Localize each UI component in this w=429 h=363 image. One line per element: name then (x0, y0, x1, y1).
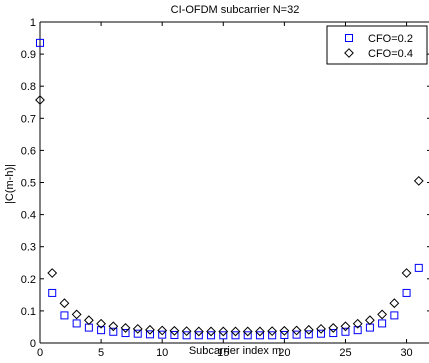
x-tick-label: 5 (98, 347, 104, 358)
data-point-square (182, 331, 191, 340)
legend-label: CFO=0.2 (368, 33, 413, 45)
y-tick-label: 0.9 (21, 49, 36, 61)
y-tick-label: 0.1 (21, 306, 36, 318)
chart-title: CI-OFDM subcarrier N=32 (171, 4, 300, 16)
data-point-square (304, 330, 313, 339)
data-point-diamond (193, 326, 204, 337)
data-point-diamond (35, 95, 45, 105)
y-tick-label: 0.5 (21, 178, 36, 190)
data-point-diamond (389, 298, 400, 309)
y-axis-label: |C(m-h)| (4, 164, 16, 204)
data-point-diamond (206, 326, 216, 337)
data-point-square (341, 327, 350, 336)
data-point-diamond (120, 323, 131, 333)
y-tick-label: 0.6 (21, 145, 36, 157)
y-tick-label: 0.8 (21, 81, 36, 93)
data-point-square (48, 288, 57, 297)
data-point-square (292, 330, 301, 339)
plot-area (40, 22, 429, 343)
data-point-square (158, 330, 167, 339)
y-tick-label: 0.2 (21, 274, 36, 286)
data-point-diamond (401, 268, 412, 278)
data-point-diamond (267, 326, 278, 337)
series-2 (35, 95, 424, 337)
x-tick-label: 20 (278, 347, 290, 358)
data-point-diamond (47, 268, 58, 278)
data-point-square (402, 288, 411, 297)
data-point-diamond (145, 324, 155, 335)
data-point-diamond (83, 315, 94, 326)
data-point-diamond (291, 325, 302, 336)
data-point-square (97, 326, 106, 335)
legend: CFO=0.2 CFO=0.4 (326, 25, 428, 65)
data-point-diamond (352, 318, 363, 329)
data-point-square (243, 331, 252, 340)
data-point-diamond (377, 309, 388, 320)
data-point-square (207, 331, 216, 340)
data-point-square (329, 329, 338, 338)
data-point-diamond (59, 298, 70, 309)
data-point-diamond (169, 325, 180, 336)
legend-label: CFO=0.4 (368, 48, 413, 60)
data-point-square (145, 330, 154, 339)
data-point-square (170, 330, 179, 339)
data-point-diamond (364, 315, 375, 326)
data-point-diamond (242, 326, 253, 337)
data-point-square (36, 38, 44, 47)
series-1 (36, 38, 423, 340)
data-point-square (121, 329, 130, 338)
data-point-diamond (132, 323, 143, 334)
data-point-diamond (108, 321, 119, 332)
legend-marker-diamond (344, 48, 354, 58)
data-point-diamond (413, 175, 424, 186)
data-point-diamond (181, 326, 192, 337)
x-tick-label: 10 (156, 347, 168, 358)
x-tick-label: 15 (217, 347, 229, 358)
x-tick-label: 30 (400, 347, 412, 358)
data-point-square (255, 331, 264, 340)
y-tick-label: 0.7 (21, 113, 36, 125)
legend-marker-square (345, 34, 353, 42)
y-tick-label: 1 (30, 17, 36, 29)
data-point-diamond (316, 323, 326, 334)
data-marks (35, 38, 424, 340)
y-tick-label: 0.3 (21, 242, 36, 254)
data-point-diamond (303, 324, 314, 335)
data-point-diamond (71, 309, 82, 320)
data-point-square (390, 311, 399, 320)
data-point-square (317, 329, 326, 338)
data-point-square (194, 331, 203, 340)
data-point-square (60, 311, 69, 320)
y-tick-label: 0.4 (21, 210, 36, 222)
data-point-square (280, 330, 289, 339)
x-tick-label: 0 (37, 347, 43, 358)
data-point-square (353, 326, 362, 335)
data-point-diamond (255, 326, 265, 337)
data-point-square (378, 319, 387, 328)
axes: 0 5 10 15 20 25 30 0 0.1 0.2 0.3 0.4 0.5 0.6 0.7 0.8 0.9… (21, 17, 429, 359)
data-point-square (219, 331, 228, 340)
data-point-square (133, 329, 142, 338)
data-point-square (414, 263, 423, 272)
y-tick-label: 0 (30, 338, 36, 350)
data-point-diamond (328, 323, 339, 333)
x-tick-label: 25 (339, 347, 351, 358)
data-point-diamond (96, 318, 107, 329)
data-point-diamond (340, 321, 351, 332)
data-point-square (365, 323, 374, 332)
data-point-square (268, 331, 277, 340)
data-point-diamond (230, 326, 241, 337)
legend-box (326, 25, 428, 65)
data-point-square (109, 327, 118, 336)
data-point-square (84, 323, 93, 332)
data-point-diamond (218, 326, 229, 337)
data-point-square (72, 319, 81, 328)
data-point-diamond (157, 325, 168, 336)
data-point-diamond (279, 325, 290, 336)
x-axis-label: Subcarrier index m (189, 345, 281, 357)
data-point-square (231, 331, 240, 340)
